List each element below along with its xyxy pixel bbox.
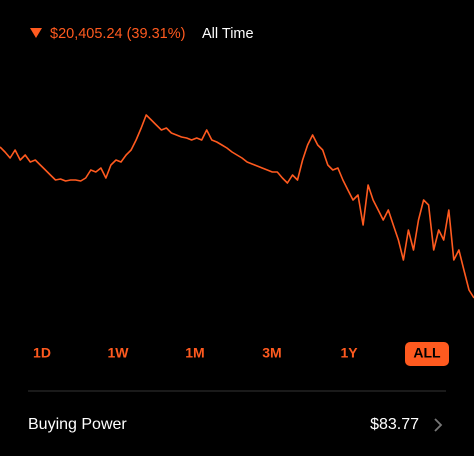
price-line <box>0 114 474 299</box>
range-highlight <box>405 342 449 366</box>
range-label: ALL <box>413 345 441 361</box>
buying-power-row[interactable]: Buying Power $83.77 <box>28 416 443 433</box>
down-indicator <box>30 28 42 38</box>
portfolio-change: $20,405.24 (39.31%) <box>50 26 185 42</box>
range-label: 1D <box>33 345 51 361</box>
buying-power-value: $83.77 <box>370 416 419 433</box>
period-label: All Time <box>202 26 254 42</box>
range-label: 3M <box>262 345 281 361</box>
range-label: 1Y <box>340 345 358 361</box>
range-selector: 1D 1W 1M 3M 1Y ALL <box>33 342 449 366</box>
range-button[interactable]: 1W <box>108 345 130 361</box>
range-label: 1M <box>185 345 204 361</box>
chevron <box>434 418 443 432</box>
buying-power-label: Buying Power <box>28 416 127 433</box>
range-button[interactable]: 1D <box>33 345 51 361</box>
range-button[interactable]: ALL <box>405 342 449 366</box>
range-label: 1W <box>108 345 130 361</box>
range-button[interactable]: 1M <box>185 345 204 361</box>
chart <box>0 114 474 299</box>
range-button[interactable]: 1Y <box>340 345 358 361</box>
range-button[interactable]: 3M <box>262 345 281 361</box>
